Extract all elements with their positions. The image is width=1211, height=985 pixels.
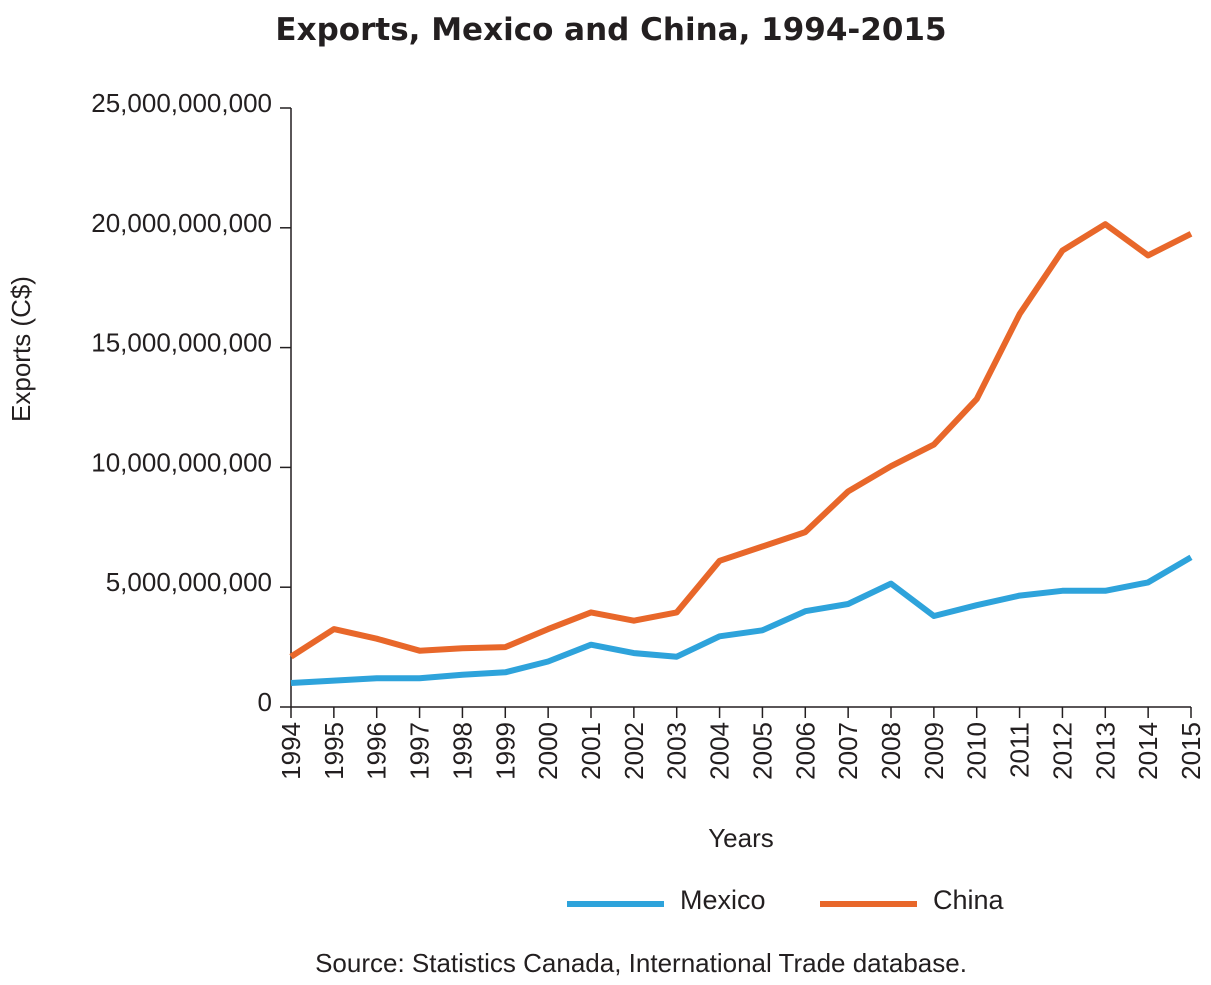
y-tick-label: 0 xyxy=(258,687,272,717)
y-tick-label: 20,000,000,000 xyxy=(91,208,272,238)
x-tick-label: 2010 xyxy=(962,722,992,780)
x-tick-label: 1998 xyxy=(447,722,477,780)
y-axis-ticks: 0 5,000,000,000 10,000,000,000 15,000,000,0… xyxy=(91,88,291,717)
x-tick-label: 2001 xyxy=(576,722,606,780)
x-tick-label: 2012 xyxy=(1047,722,1077,780)
x-tick-label: 2002 xyxy=(619,722,649,780)
series-line-mexico xyxy=(290,554,1193,686)
x-tick-label: 1996 xyxy=(362,722,392,780)
x-tick-label: 2000 xyxy=(533,722,563,780)
x-axis-title: Years xyxy=(708,823,774,853)
x-tick-label: 1997 xyxy=(405,722,435,780)
x-tick-label: 2014 xyxy=(1133,722,1163,780)
x-tick-label: 2008 xyxy=(876,722,906,780)
x-tick-label: 2009 xyxy=(919,722,949,780)
x-tick-label: 2013 xyxy=(1090,722,1120,780)
x-tick-label: 2011 xyxy=(1005,722,1035,778)
y-tick-label: 15,000,000,000 xyxy=(91,328,272,358)
legend: Mexico China xyxy=(567,885,1005,915)
y-axis-title: Exports (C$) xyxy=(6,276,36,422)
x-tick-label: 1995 xyxy=(319,722,349,780)
x-tick-label: 2015 xyxy=(1176,722,1206,780)
x-tick-label: 1999 xyxy=(490,722,520,780)
y-tick-label: 10,000,000,000 xyxy=(91,447,272,477)
x-tick-label: 1994 xyxy=(276,722,306,780)
x-tick-label: 2004 xyxy=(705,722,735,780)
x-axis-ticks: 1994 1995 1996 1997 1998 1999 2000 2001 2002 2003… xyxy=(276,707,1206,780)
x-tick-label: 2003 xyxy=(662,722,692,780)
x-tick-label: 2006 xyxy=(790,722,820,780)
legend-label-mexico: Mexico xyxy=(680,885,766,915)
y-tick-label: 5,000,000,000 xyxy=(106,567,272,597)
x-tick-label: 2005 xyxy=(747,722,777,780)
x-tick-label: 2007 xyxy=(833,722,863,780)
legend-label-china: China xyxy=(933,885,1005,915)
series-line-china xyxy=(289,221,1193,660)
series-group xyxy=(289,221,1193,686)
chart-title: Exports, Mexico and China, 1994-2015 xyxy=(275,12,946,48)
y-tick-label: 25,000,000,000 xyxy=(91,88,272,118)
source-note: Source: Statistics Canada, International… xyxy=(315,948,967,978)
